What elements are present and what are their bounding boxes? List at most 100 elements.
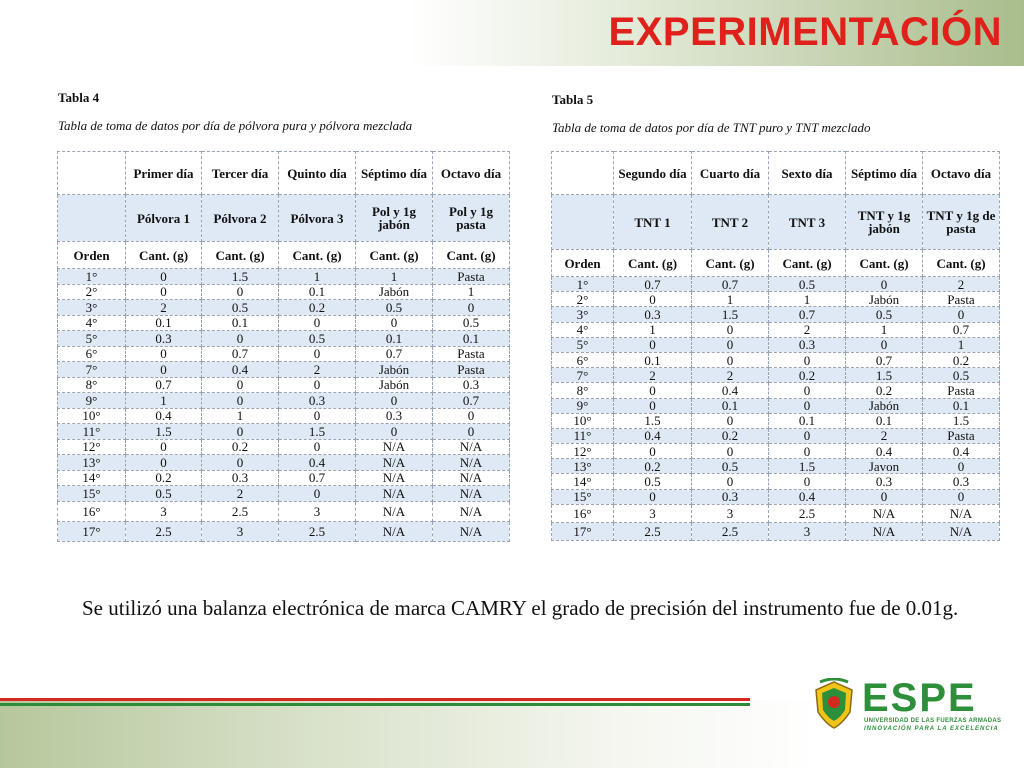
table-cell: N/A	[355, 500, 433, 522]
table-cell: 2.5	[125, 520, 202, 542]
row-label: 5°	[57, 330, 126, 347]
table-cell: 0.7	[355, 345, 433, 362]
row-label: 11°	[551, 427, 614, 445]
table-cell: 0	[691, 321, 769, 338]
table-cell: 0.3	[201, 469, 279, 486]
table-cell: 0	[691, 412, 769, 429]
table-row: 6° 0 0.7 0 0.7 Pasta	[57, 345, 510, 362]
table-cell: 0.7	[922, 321, 1000, 338]
table-cell: 0.2	[768, 367, 846, 384]
table-cell: 0	[278, 407, 356, 424]
table-cell: 2	[201, 485, 279, 502]
row-label: 13°	[551, 458, 614, 475]
espe-emblem-icon	[815, 678, 853, 729]
table-cell: Pasta	[922, 291, 1000, 308]
table-row: 1° 0 1.5 1 1 Pasta	[57, 268, 510, 285]
table-cell: 0.2	[613, 458, 692, 475]
red-stripe	[0, 698, 750, 701]
tabla4-material-header: Pólvora 3	[278, 194, 356, 242]
tabla4-material-corner	[57, 194, 126, 242]
table-row: 16° 3 3 2.5 N/A N/A	[551, 503, 1000, 523]
table-cell: 0	[845, 275, 923, 293]
tabla5-material-header: TNT 2	[691, 194, 769, 250]
table-cell: 0.3	[768, 336, 846, 353]
row-label: 16°	[551, 503, 614, 523]
table-cell: 2	[278, 361, 356, 378]
row-label: 2°	[551, 291, 614, 308]
table-cell: 0.5	[613, 473, 692, 490]
table-cell: 0.7	[845, 351, 923, 369]
table-cell: 0.7	[432, 392, 510, 409]
table-cell: 0.2	[691, 427, 769, 445]
table-cell: 0.7	[613, 275, 692, 293]
row-label: 12°	[551, 443, 614, 460]
table-cell: 0	[845, 488, 923, 505]
table-cell: 0.2	[125, 469, 202, 486]
table-cell: 0	[768, 443, 846, 460]
table-row: 3° 0.3 1.5 0.7 0.5 0	[551, 306, 1000, 323]
table-cell: 0	[201, 454, 279, 471]
tabla5-day-header: Octavo día	[922, 151, 1000, 195]
row-label: 9°	[551, 397, 614, 414]
table-cell: 0.1	[355, 330, 433, 347]
page-title: EXPERIMENTACIÓN	[608, 10, 1002, 54]
table-cell: 1.5	[922, 412, 1000, 429]
table-cell: 2	[613, 367, 692, 384]
table-cell: 0	[613, 291, 692, 308]
table-row: 15° 0.5 2 0 N/A N/A	[57, 485, 510, 502]
table-cell: 0.5	[922, 367, 1000, 384]
table-cell: 0.7	[278, 469, 356, 486]
table-cell: N/A	[432, 500, 510, 522]
table-cell: 1.5	[278, 423, 356, 440]
tabla5-unit-header-row: Orden Cant. (g) Cant. (g) Cant. (g) Cant. (g…	[551, 249, 1000, 277]
table-cell: 0	[845, 336, 923, 353]
tabla5-day-header: Séptimo día	[845, 151, 923, 195]
table-cell: 0	[768, 427, 846, 445]
table-cell: 0	[613, 488, 692, 505]
table-cell: 0	[201, 330, 279, 347]
table-row: 12° 0 0.2 0 N/A N/A	[57, 438, 510, 455]
tabla4-order-header: Orden	[57, 241, 126, 269]
table-cell: 0	[355, 423, 433, 440]
table-cell: Jabón	[355, 283, 433, 300]
table-row: 2° 0 1 1 Jabón Pasta	[551, 291, 1000, 308]
table-cell: Pasta	[922, 382, 1000, 399]
tabla5-corner-cell	[551, 151, 614, 195]
table-cell: 0	[768, 473, 846, 490]
table-cell: Pasta	[922, 427, 1000, 445]
table-row: 11° 1.5 0 1.5 0 0	[57, 423, 510, 440]
row-label: 5°	[551, 336, 614, 353]
table-cell: 0.5	[201, 299, 279, 316]
table-cell: 0.5	[768, 275, 846, 293]
row-label: 15°	[551, 488, 614, 505]
tabla4-unit-header: Cant. (g)	[355, 241, 433, 269]
tabla4-material-header: Pólvora 2	[201, 194, 279, 242]
table-cell: 0.4	[768, 488, 846, 505]
tabla5-material-header: TNT y 1g jabón	[845, 194, 923, 250]
table-cell: N/A	[432, 438, 510, 455]
table-cell: 0.4	[691, 382, 769, 399]
tabla4-table: Primer día Tercer día Quinto día Séptimo dí…	[57, 151, 510, 542]
row-label: 7°	[57, 361, 126, 378]
table-cell: 2.5	[613, 521, 692, 541]
table-cell: 3	[613, 503, 692, 523]
table-cell: 0.7	[201, 345, 279, 362]
tabla4-unit-header: Cant. (g)	[201, 241, 279, 269]
row-label: 1°	[57, 268, 126, 285]
table-cell: 0	[278, 314, 356, 331]
bottom-band	[0, 700, 1024, 768]
table-cell: 0.2	[845, 382, 923, 399]
tabla4-unit-header: Cant. (g)	[125, 241, 202, 269]
tabla5-day-header-row: Segundo día Cuarto día Sexto día Séptimo dí…	[551, 151, 1000, 195]
table-cell: Jabón	[845, 291, 923, 308]
tabla5-day-header: Segundo día	[613, 151, 692, 195]
row-label: 12°	[57, 438, 126, 455]
table-cell: 0.1	[278, 283, 356, 300]
espe-tagline: INNOVACIÓN PARA LA EXCELENCIA	[864, 726, 999, 732]
table-row: 9° 1 0 0.3 0 0.7	[57, 392, 510, 409]
table-cell: 1.5	[691, 306, 769, 323]
tabla5-order-header: Orden	[551, 249, 614, 277]
table-cell: 2	[768, 321, 846, 338]
table-cell: 0.1	[768, 412, 846, 429]
green-stripe	[0, 703, 750, 706]
